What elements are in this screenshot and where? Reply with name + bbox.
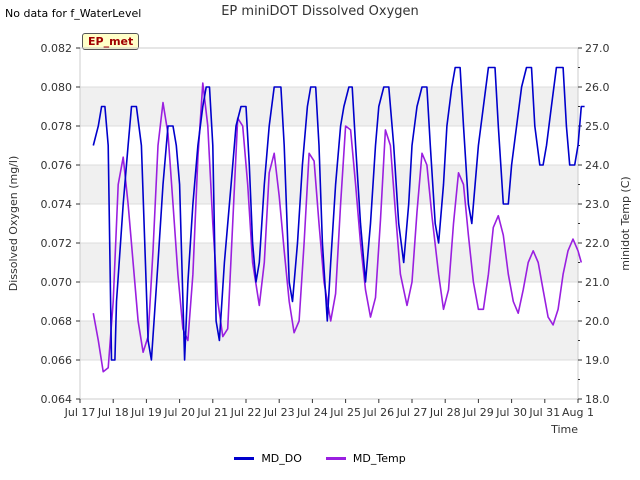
x-tick-label: Jul 26 [362,406,394,419]
x-tick-label: Jul 19 [130,406,162,419]
y2-tick-label: 26.0 [585,81,610,94]
x-axis-ticks: Jul 17 Jul 18 Jul 19 Jul 20 Jul 21 Jul 22 Jul … [64,399,594,419]
y2-tick-label: 24.0 [585,159,610,172]
y2-tick-label: 22.0 [585,237,610,250]
y2-tick-label: 27.0 [585,42,610,55]
x-tick-label: Jul 20 [163,406,195,419]
y2-tick-label: 18.0 [585,393,610,406]
y-tick-label: 0.070 [41,276,73,289]
y-tick-label: 0.072 [41,237,73,250]
x-tick-label: Jul 31 [528,406,560,419]
background-band [80,243,578,282]
background-band [80,321,578,360]
y-tick-label: 0.078 [41,120,73,133]
y-tick-label: 0.066 [41,354,73,367]
x-tick-label: Jul 22 [230,406,262,419]
legend-item-md-do[interactable]: MD_DO [234,452,302,465]
x-tick-label: Jul 25 [329,406,361,419]
x-tick-label: Jul 17 [64,406,96,419]
y-axis-label: Dissolved Oxygen (mg/l) [7,156,20,291]
y2-tick-label: 25.0 [585,120,610,133]
y2-tick-label: 23.0 [585,198,610,211]
legend-label-md-temp: MD_Temp [352,452,406,465]
site-badge: EP_met [82,33,140,50]
legend: MD_DO MD_Temp [0,452,640,465]
x-tick-label: Jul 30 [495,406,527,419]
chart-title: EP miniDOT Dissolved Oxygen [221,4,419,19]
y-tick-label: 0.064 [41,393,73,406]
y2-tick-label: 21.0 [585,276,610,289]
x-tick-label: Jul 29 [462,406,494,419]
x-tick-label: Jul 24 [296,406,328,419]
x-tick-label: Aug 1 [562,406,594,419]
series-line-md-do [92,66,585,361]
right-axis-ticks: 18.0 19.0 20.0 21.0 22.0 23.0 24.0 25.0 26.0 27.0 [578,42,610,406]
y2-tick-label: 20.0 [585,315,610,328]
x-axis-label: Time [550,423,578,436]
y-tick-label: 0.068 [41,315,73,328]
x-tick-label: Jul 21 [196,406,228,419]
series-line-md-temp [92,82,583,373]
legend-swatch-md-temp [325,457,346,460]
x-tick-label: Jul 18 [97,406,129,419]
no-data-notice: No data for f_WaterLevel [5,7,142,20]
legend-item-md-temp[interactable]: MD_Temp [325,452,406,465]
y2-tick-label: 19.0 [585,354,610,367]
y2-axis-label: minidot Temp (C) [619,176,632,270]
legend-swatch-md-do [234,457,255,460]
x-tick-label: Jul 28 [429,406,461,419]
y-tick-label: 0.074 [41,198,73,211]
x-tick-label: Jul 23 [263,406,295,419]
legend-label-md-do: MD_DO [261,452,302,465]
y-tick-label: 0.076 [41,159,73,172]
background-band [80,87,578,126]
y-tick-label: 0.080 [41,81,73,94]
left-axis-ticks: 0.064 0.066 0.068 0.070 0.072 0.074 0.076 0.078… [41,42,80,406]
y-tick-label: 0.082 [41,42,73,55]
series-group [92,66,585,373]
x-tick-label: Jul 27 [396,406,428,419]
